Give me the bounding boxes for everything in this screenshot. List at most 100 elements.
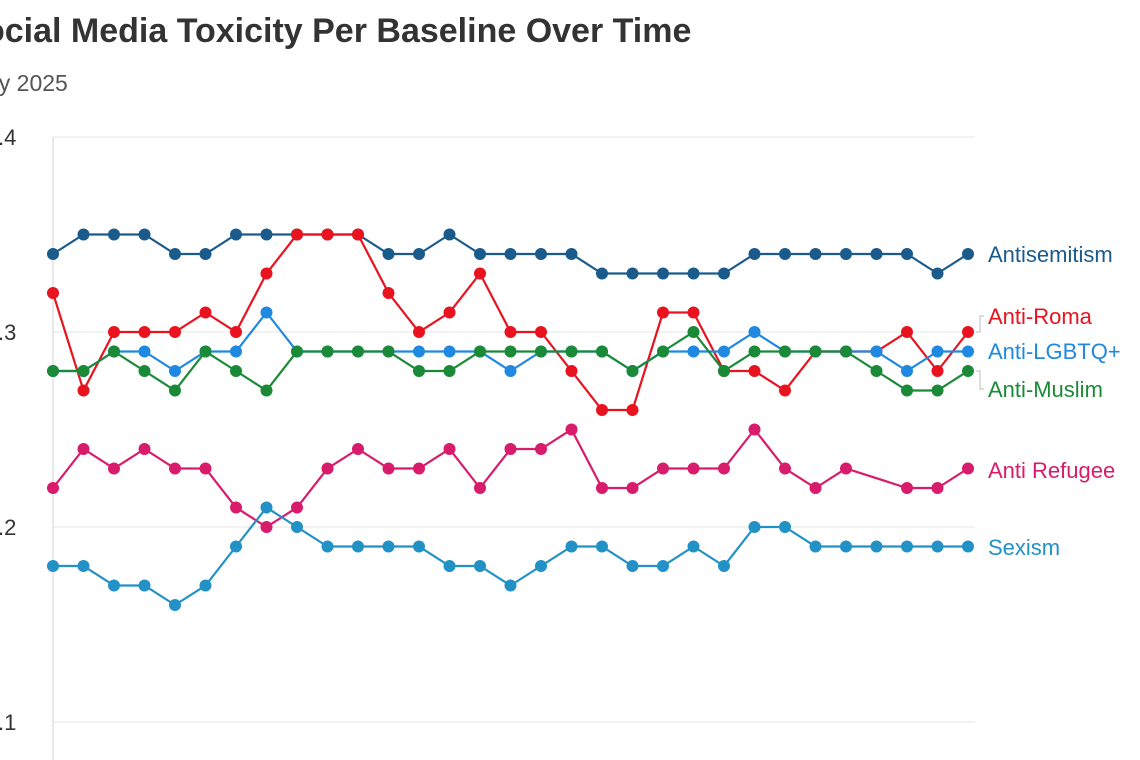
data-point[interactable] — [565, 365, 578, 377]
data-point[interactable] — [504, 579, 517, 592]
data-point[interactable] — [748, 423, 761, 436]
data-point[interactable] — [260, 228, 273, 241]
data-point[interactable] — [77, 228, 90, 241]
data-point[interactable] — [260, 306, 273, 319]
data-point[interactable] — [474, 560, 486, 572]
data-point[interactable] — [47, 287, 59, 299]
data-point[interactable] — [718, 462, 730, 475]
data-point[interactable] — [718, 345, 730, 358]
data-point[interactable] — [138, 326, 151, 338]
data-point[interactable] — [230, 540, 242, 553]
data-point[interactable] — [565, 248, 578, 260]
data-point[interactable] — [230, 228, 242, 241]
data-point[interactable] — [596, 482, 608, 494]
data-point[interactable] — [108, 228, 120, 241]
data-point[interactable] — [809, 482, 822, 494]
data-point[interactable] — [535, 443, 547, 455]
data-point[interactable] — [565, 423, 578, 436]
data-point[interactable] — [687, 345, 700, 358]
data-point[interactable] — [382, 248, 395, 260]
data-point[interactable] — [77, 365, 90, 377]
data-point[interactable] — [169, 248, 181, 260]
data-point[interactable] — [169, 384, 181, 397]
data-point[interactable] — [748, 345, 761, 358]
data-point[interactable] — [779, 462, 791, 475]
data-point[interactable] — [47, 560, 59, 572]
data-point[interactable] — [779, 345, 791, 358]
data-point[interactable] — [138, 228, 151, 241]
data-point[interactable] — [352, 345, 364, 358]
data-point[interactable] — [413, 540, 425, 553]
data-point[interactable] — [901, 326, 913, 338]
data-point[interactable] — [962, 462, 974, 475]
data-point[interactable] — [840, 248, 852, 260]
data-point[interactable] — [657, 560, 669, 572]
data-point[interactable] — [870, 540, 883, 553]
data-point[interactable] — [413, 462, 425, 475]
data-point[interactable] — [413, 345, 425, 358]
data-point[interactable] — [840, 462, 852, 475]
data-point[interactable] — [230, 345, 242, 358]
data-point[interactable] — [169, 365, 181, 377]
data-point[interactable] — [77, 384, 90, 397]
data-point[interactable] — [108, 462, 120, 475]
data-point[interactable] — [931, 267, 944, 280]
data-point[interactable] — [962, 345, 974, 358]
data-point[interactable] — [413, 326, 425, 338]
data-point[interactable] — [291, 228, 303, 241]
data-point[interactable] — [352, 228, 364, 241]
data-point[interactable] — [718, 560, 730, 572]
data-point[interactable] — [47, 482, 59, 494]
data-point[interactable] — [474, 267, 486, 280]
data-point[interactable] — [138, 365, 151, 377]
data-point[interactable] — [748, 365, 761, 377]
data-point[interactable] — [77, 560, 90, 572]
data-point[interactable] — [687, 267, 700, 280]
data-point[interactable] — [596, 404, 608, 416]
data-point[interactable] — [169, 599, 181, 611]
data-point[interactable] — [596, 540, 608, 553]
data-point[interactable] — [535, 560, 547, 572]
data-point[interactable] — [321, 540, 334, 553]
data-point[interactable] — [47, 365, 59, 377]
data-point[interactable] — [474, 248, 486, 260]
data-point[interactable] — [962, 248, 974, 260]
data-point[interactable] — [718, 365, 730, 377]
data-point[interactable] — [931, 345, 944, 358]
data-point[interactable] — [291, 345, 303, 358]
data-point[interactable] — [809, 248, 822, 260]
data-point[interactable] — [687, 326, 700, 338]
data-point[interactable] — [199, 462, 212, 475]
data-point[interactable] — [504, 326, 517, 338]
data-point[interactable] — [565, 345, 578, 358]
data-point[interactable] — [687, 540, 700, 553]
data-point[interactable] — [443, 443, 456, 455]
data-point[interactable] — [199, 248, 212, 260]
data-point[interactable] — [138, 579, 151, 592]
data-point[interactable] — [596, 267, 608, 280]
data-point[interactable] — [443, 560, 456, 572]
data-point[interactable] — [626, 560, 639, 572]
data-point[interactable] — [535, 345, 547, 358]
data-point[interactable] — [504, 345, 517, 358]
data-point[interactable] — [901, 482, 913, 494]
data-point[interactable] — [443, 345, 456, 358]
data-point[interactable] — [260, 384, 273, 397]
data-point[interactable] — [413, 248, 425, 260]
data-point[interactable] — [260, 521, 273, 533]
data-point[interactable] — [138, 345, 151, 358]
data-point[interactable] — [809, 540, 822, 553]
data-point[interactable] — [291, 521, 303, 533]
data-point[interactable] — [504, 365, 517, 377]
data-point[interactable] — [657, 462, 669, 475]
data-point[interactable] — [870, 248, 883, 260]
data-point[interactable] — [382, 287, 395, 299]
data-point[interactable] — [901, 384, 913, 397]
data-point[interactable] — [535, 248, 547, 260]
data-point[interactable] — [199, 579, 212, 592]
data-point[interactable] — [443, 228, 456, 241]
data-point[interactable] — [657, 345, 669, 358]
data-point[interactable] — [474, 482, 486, 494]
data-point[interactable] — [199, 345, 212, 358]
data-point[interactable] — [657, 267, 669, 280]
